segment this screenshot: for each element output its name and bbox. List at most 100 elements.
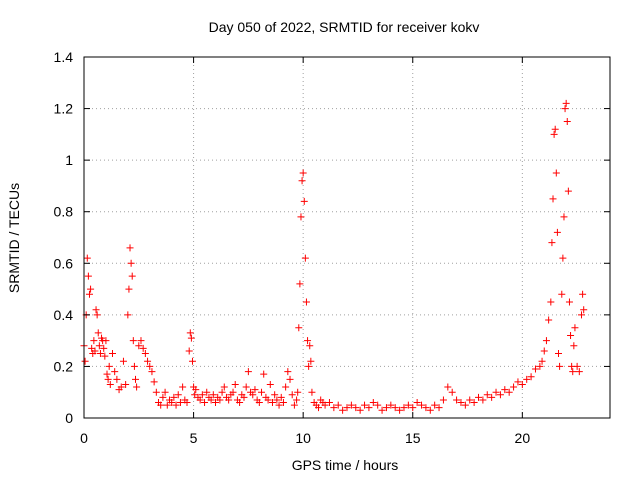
data-point xyxy=(475,393,482,401)
data-point xyxy=(100,344,108,352)
y-tick-label: 0.2 xyxy=(54,358,74,374)
data-point xyxy=(548,239,556,247)
data-point xyxy=(396,406,404,414)
data-point xyxy=(382,404,390,412)
data-point xyxy=(161,388,169,396)
data-point xyxy=(299,169,307,177)
data-point xyxy=(448,388,456,396)
data-point xyxy=(255,399,263,407)
data-point xyxy=(185,347,193,355)
data-point xyxy=(352,404,360,412)
data-point xyxy=(187,334,195,342)
data-point xyxy=(571,324,579,332)
x-axis-title: GPS time / hours xyxy=(292,457,399,473)
data-point xyxy=(578,311,586,319)
data-point xyxy=(231,380,239,388)
data-point xyxy=(264,396,272,404)
x-tick-label: 5 xyxy=(190,430,198,446)
data-point xyxy=(244,368,252,376)
data-point xyxy=(212,399,219,407)
data-point xyxy=(418,401,426,409)
data-point xyxy=(302,298,310,306)
data-point xyxy=(564,187,572,195)
data-point xyxy=(570,342,578,350)
data-point xyxy=(531,365,539,373)
data-point xyxy=(84,272,92,280)
data-point xyxy=(275,401,283,409)
data-point xyxy=(505,388,513,396)
data-point xyxy=(174,391,182,399)
data-point xyxy=(556,362,564,370)
data-point xyxy=(356,406,364,414)
data-point xyxy=(551,125,559,133)
data-point xyxy=(413,399,421,407)
data-point xyxy=(306,342,314,350)
data-point xyxy=(545,316,553,324)
data-point xyxy=(308,388,316,396)
data-point xyxy=(305,362,313,370)
data-point xyxy=(209,391,217,399)
data-point xyxy=(159,393,167,401)
data-point xyxy=(139,344,147,352)
data-point xyxy=(81,357,89,365)
data-point xyxy=(562,99,570,107)
data-point xyxy=(479,396,487,404)
data-point xyxy=(258,388,266,396)
data-point xyxy=(96,350,104,358)
data-point xyxy=(330,404,338,412)
data-point xyxy=(127,259,135,267)
data-point xyxy=(514,378,522,386)
data-point xyxy=(461,401,469,409)
data-point xyxy=(152,388,160,396)
data-point xyxy=(409,404,417,412)
data-point xyxy=(148,368,156,376)
data-point xyxy=(85,290,93,298)
data-point xyxy=(186,329,194,337)
data-point xyxy=(547,298,555,306)
data-point xyxy=(271,391,279,399)
data-point xyxy=(137,337,145,345)
data-point xyxy=(93,311,101,319)
data-point xyxy=(549,195,557,203)
data-point xyxy=(575,368,583,376)
data-point xyxy=(536,362,544,370)
data-point xyxy=(108,350,116,358)
data-point xyxy=(286,375,294,383)
data-point xyxy=(579,290,587,298)
data-point xyxy=(527,373,535,381)
plot-border xyxy=(83,56,611,419)
y-tick-label: 0.6 xyxy=(54,255,74,271)
data-point xyxy=(176,399,184,407)
data-point xyxy=(301,254,309,262)
tick-labels: 0 0.2 0.4 0.6 0.8 1 1.2 1.4 0 5 10 15 20 xyxy=(54,49,531,446)
data-point xyxy=(188,357,196,365)
data-point xyxy=(580,306,588,314)
data-point xyxy=(216,396,224,404)
data-point xyxy=(391,404,399,412)
data-point xyxy=(119,357,127,365)
data-point xyxy=(558,290,566,298)
data-point xyxy=(339,406,347,414)
data-point xyxy=(565,298,573,306)
data-point xyxy=(198,391,206,399)
data-point xyxy=(304,337,312,345)
data-point xyxy=(295,324,303,332)
data-series xyxy=(80,99,588,414)
y-tick-label: 1 xyxy=(65,152,73,168)
data-point xyxy=(135,342,143,350)
data-point xyxy=(561,105,569,113)
data-point xyxy=(298,177,306,185)
data-point xyxy=(343,404,351,412)
data-point xyxy=(172,401,180,409)
data-point xyxy=(347,401,355,409)
data-point xyxy=(550,130,558,138)
data-point xyxy=(251,386,259,394)
data-point xyxy=(150,378,158,386)
data-point xyxy=(559,254,567,262)
data-point xyxy=(560,213,568,221)
data-point xyxy=(492,388,500,396)
y-axis-title: SRMTID / TECUs xyxy=(6,183,22,293)
data-point xyxy=(466,396,474,404)
data-point xyxy=(157,401,165,409)
data-point xyxy=(125,285,133,293)
